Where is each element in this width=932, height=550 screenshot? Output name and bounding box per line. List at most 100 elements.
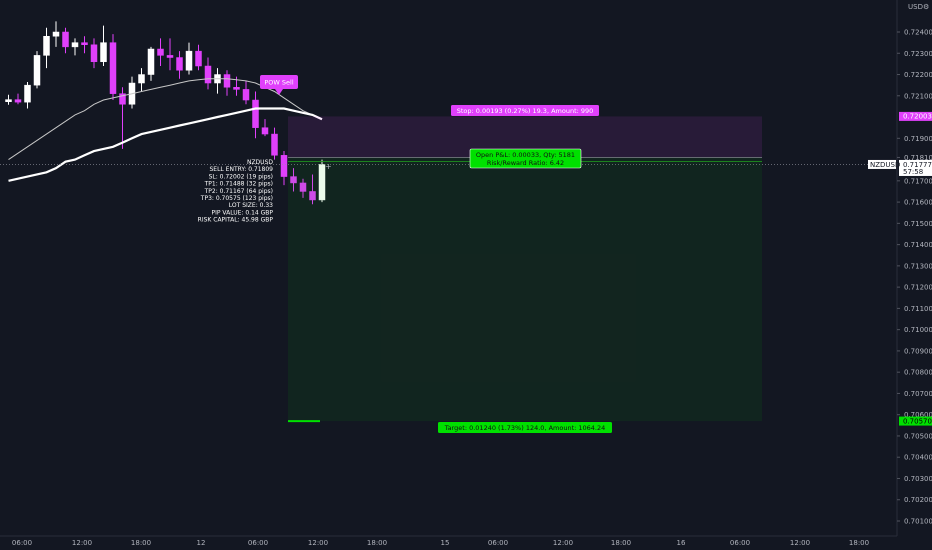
time-tick-label: 06:00 bbox=[730, 539, 750, 547]
pnl-label: Open P&L: 0.00033, Qty: 5181 bbox=[476, 151, 575, 159]
candle-body bbox=[71, 42, 79, 48]
time-tick-label: 12:00 bbox=[72, 539, 92, 547]
time-tick-label: 06:00 bbox=[248, 539, 268, 547]
price-tick-label: 0.71200 bbox=[904, 284, 932, 292]
candle-body bbox=[166, 55, 174, 58]
price-tick-label: 0.72300 bbox=[904, 50, 932, 58]
candle-body bbox=[223, 74, 231, 88]
trade-info-line: RISK CAPITAL: 45.98 GBP bbox=[198, 217, 274, 224]
time-tick-label: 06:00 bbox=[488, 539, 508, 547]
stop-price-axis-label: 0.72003 bbox=[903, 113, 932, 121]
trade-info-line: LOT SIZE: 0.33 bbox=[229, 202, 273, 209]
candle-body bbox=[261, 127, 269, 135]
candle-body bbox=[242, 89, 250, 101]
ema-fast-line bbox=[8, 107, 323, 182]
trade-info-line: SL: 0.72002 (19 pips) bbox=[209, 173, 273, 180]
candle-body bbox=[195, 50, 202, 67]
candle-body bbox=[52, 31, 60, 37]
price-tick-label: 0.71300 bbox=[904, 262, 932, 270]
trade-info-line: NZDUSD bbox=[247, 159, 273, 166]
candle-body bbox=[290, 176, 297, 184]
candle-body bbox=[204, 65, 212, 84]
time-tick-label: 16 bbox=[677, 539, 686, 547]
candle-body bbox=[309, 191, 316, 201]
price-tick-label: 0.71100 bbox=[904, 305, 932, 313]
time-tick-label: 18:00 bbox=[849, 539, 869, 547]
candle-body bbox=[5, 99, 12, 102]
symbol-tag: NZDUSD bbox=[870, 161, 900, 169]
price-tick-label: 0.71400 bbox=[904, 241, 932, 249]
current-price-axis-label: 0.71777 bbox=[903, 161, 932, 169]
candle-body bbox=[252, 99, 259, 128]
candle-body bbox=[157, 48, 164, 56]
current-price-axis-label-countdown: 57:58 bbox=[903, 168, 923, 176]
price-tick-label: 0.70500 bbox=[904, 432, 932, 440]
candle-body bbox=[100, 42, 107, 63]
moving-averages bbox=[8, 78, 323, 182]
pnl-label-bg[interactable] bbox=[469, 148, 582, 169]
trade-info-line: TP3: 0.70575 (123 pips) bbox=[200, 195, 273, 202]
price-tick-label: 0.70300 bbox=[904, 475, 932, 483]
candle-body bbox=[185, 50, 193, 71]
price-axis[interactable]: 0.72400 0.72300 0.72200 0.72100 0.71900 0.718… bbox=[868, 29, 932, 526]
price-tick-label: 0.71700 bbox=[904, 177, 932, 185]
crosshair-icon: + bbox=[325, 162, 332, 171]
price-tick-label: 0.72100 bbox=[904, 92, 932, 100]
candle-body bbox=[90, 44, 98, 63]
target-label: Target: 0.01240 (1.73%) 124.0, Amount: 1… bbox=[444, 424, 606, 432]
candle-body bbox=[33, 55, 41, 86]
time-tick-label: 06:00 bbox=[12, 539, 32, 547]
risk-reward-label: Risk/Reward Ratio: 6.42 bbox=[487, 159, 564, 167]
candle-body bbox=[43, 36, 50, 56]
time-axis[interactable]: 06:00 12:00 18:00 12 06:00 12:00 18:00 15 06:00 1… bbox=[12, 539, 869, 547]
candle-body bbox=[62, 31, 69, 48]
candle-body bbox=[176, 57, 183, 71]
price-tick-label: 0.71000 bbox=[904, 326, 932, 334]
candle-body bbox=[109, 42, 117, 94]
time-tick-label: 12:00 bbox=[790, 539, 810, 547]
candle-body bbox=[299, 182, 307, 192]
price-tick-label: 0.71600 bbox=[904, 199, 932, 207]
price-tick-label: 0.70700 bbox=[904, 390, 932, 398]
signal-label: POW Sell bbox=[264, 79, 293, 87]
time-tick-label: 15 bbox=[441, 539, 450, 547]
price-tick-label: 0.70600 bbox=[904, 411, 932, 419]
trade-info-line: SELL ENTRY: 0.71809 bbox=[209, 166, 273, 173]
price-tick-label: 0.70400 bbox=[904, 454, 932, 462]
position-labels: POW Sell Stop: 0.00193 (0.27%) 19.3, Amou… bbox=[260, 75, 612, 433]
candle-body bbox=[138, 74, 145, 84]
signal-badge-pointer bbox=[275, 89, 283, 95]
signal-badge-bg[interactable] bbox=[260, 75, 298, 89]
time-tick-label: 12:00 bbox=[553, 539, 573, 547]
trade-info-line: PIP VALUE: 0.14 GBP bbox=[211, 209, 273, 216]
stop-label-bg[interactable] bbox=[451, 105, 599, 116]
price-tick-label: 0.71810 bbox=[904, 154, 932, 162]
candle-body bbox=[280, 155, 288, 177]
target-price-axis-label-bg bbox=[899, 416, 932, 426]
currency-label: USD bbox=[908, 3, 923, 11]
stop-label: Stop: 0.00193 (0.27%) 19.3, Amount: 990 bbox=[457, 107, 594, 115]
time-tick-label: 12:00 bbox=[308, 539, 328, 547]
stop-price-axis-label-bg bbox=[899, 111, 932, 121]
symbol-tag-bg bbox=[868, 159, 896, 169]
target-zone[interactable] bbox=[288, 157, 762, 422]
candle-body bbox=[233, 87, 240, 90]
ema-slow-line bbox=[8, 78, 323, 161]
price-tick-label: 0.70200 bbox=[904, 496, 932, 504]
trade-info-line: TP1: 0.71488 (32 pips) bbox=[204, 181, 273, 188]
price-tick-label: 0.71900 bbox=[904, 135, 932, 143]
current-price-axis-label-bg bbox=[899, 159, 932, 176]
target-label-bg[interactable] bbox=[438, 422, 612, 433]
price-tick-label: 0.70900 bbox=[904, 347, 932, 355]
price-tick-label: 0.71500 bbox=[904, 220, 932, 228]
trade-info-line: TP2: 0.71167 (64 pips) bbox=[204, 188, 273, 195]
candle-body bbox=[24, 84, 31, 103]
target-price-axis-label: 0.70570 bbox=[903, 417, 932, 425]
settings-icon[interactable]: ⚙ bbox=[923, 3, 929, 11]
candle-body bbox=[271, 133, 278, 156]
time-tick-label: 12 bbox=[197, 539, 206, 547]
candle-body bbox=[81, 42, 88, 46]
